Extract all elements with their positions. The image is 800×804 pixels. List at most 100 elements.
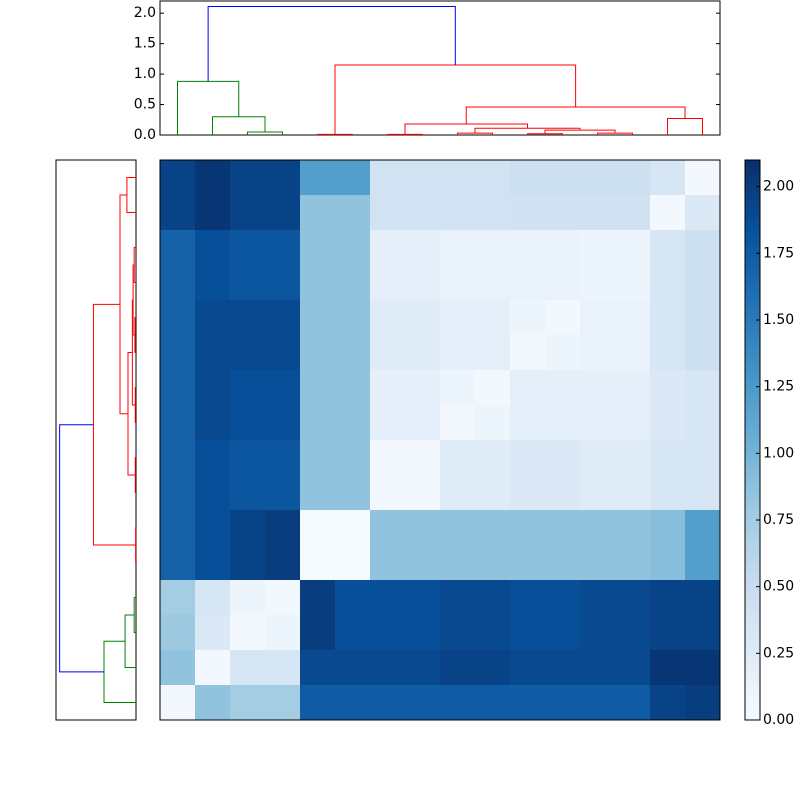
heatmap-cell bbox=[475, 160, 511, 196]
heatmap-cell bbox=[405, 510, 441, 546]
heatmap-cell bbox=[405, 615, 441, 651]
heatmap-cell bbox=[545, 370, 581, 406]
dendrogram-link bbox=[475, 128, 580, 133]
heatmap-cell bbox=[160, 510, 196, 546]
heatmap-cell bbox=[615, 475, 651, 511]
heatmap-cell bbox=[160, 195, 196, 231]
heatmap-cell bbox=[370, 580, 406, 616]
heatmap-cell bbox=[195, 545, 231, 581]
heatmap-cell bbox=[545, 405, 581, 441]
heatmap-cell bbox=[230, 650, 266, 686]
dendrogram-link bbox=[104, 641, 136, 702]
heatmap-cell bbox=[230, 405, 266, 441]
heatmap-cell bbox=[685, 580, 721, 616]
heatmap-cell bbox=[440, 510, 476, 546]
heatmap-cell bbox=[195, 580, 231, 616]
dendrogram-link bbox=[60, 425, 104, 672]
heatmap-cell bbox=[440, 230, 476, 266]
heatmap-cell bbox=[370, 265, 406, 301]
heatmap-cell bbox=[650, 545, 686, 581]
heatmap-cell bbox=[230, 475, 266, 511]
heatmap-cell bbox=[160, 265, 196, 301]
heatmap-cell bbox=[405, 545, 441, 581]
heatmap-cell bbox=[440, 615, 476, 651]
heatmap-cell bbox=[160, 475, 196, 511]
heatmap-cell bbox=[265, 440, 301, 476]
heatmap-cell bbox=[405, 230, 441, 266]
heatmap-cell bbox=[265, 265, 301, 301]
heatmap-cell bbox=[405, 370, 441, 406]
colorbar-tick-label: 1.50 bbox=[763, 312, 794, 328]
colorbar bbox=[745, 160, 760, 720]
left-dendrogram-frame bbox=[56, 160, 136, 720]
heatmap-cell bbox=[545, 230, 581, 266]
heatmap-cell bbox=[230, 265, 266, 301]
colorbar-tick-label: 0.25 bbox=[763, 645, 794, 661]
heatmap-cell bbox=[335, 615, 371, 651]
heatmap-cell bbox=[580, 650, 616, 686]
dendrogram-link bbox=[466, 107, 685, 124]
heatmap-cell bbox=[685, 160, 721, 196]
heatmap-cell bbox=[195, 230, 231, 266]
heatmap-cell bbox=[650, 615, 686, 651]
heatmap-cell bbox=[650, 650, 686, 686]
heatmap-cell bbox=[300, 650, 336, 686]
heatmap-cell bbox=[230, 195, 266, 231]
heatmap-cell bbox=[475, 230, 511, 266]
heatmap-cell bbox=[440, 265, 476, 301]
heatmap-cell bbox=[475, 195, 511, 231]
heatmap-cell bbox=[335, 545, 371, 581]
heatmap-cell bbox=[615, 405, 651, 441]
heatmap-cell bbox=[615, 615, 651, 651]
heatmap-cell bbox=[265, 475, 301, 511]
heatmap-cell bbox=[615, 160, 651, 196]
heatmap-cell bbox=[265, 545, 301, 581]
heatmap-cell bbox=[615, 440, 651, 476]
heatmap-cell bbox=[440, 440, 476, 476]
heatmap-cell bbox=[335, 300, 371, 336]
heatmap-cell bbox=[440, 300, 476, 336]
heatmap-cell bbox=[300, 160, 336, 196]
heatmap-cell bbox=[265, 300, 301, 336]
heatmap-cell bbox=[160, 405, 196, 441]
heatmap-cell bbox=[440, 685, 476, 721]
heatmap-cell bbox=[580, 335, 616, 371]
colorbar-tick-label: 1.75 bbox=[763, 245, 794, 261]
heatmap-cell bbox=[335, 440, 371, 476]
heatmap-cell bbox=[545, 545, 581, 581]
heatmap-cell bbox=[230, 335, 266, 371]
heatmap-cell bbox=[440, 405, 476, 441]
heatmap-cell bbox=[195, 475, 231, 511]
heatmap-cell bbox=[160, 370, 196, 406]
heatmap-cell bbox=[510, 230, 546, 266]
heatmap-cell bbox=[580, 685, 616, 721]
heatmap-cell bbox=[475, 300, 511, 336]
heatmap-cell bbox=[545, 195, 581, 231]
heatmap-cell bbox=[405, 300, 441, 336]
heatmap-cell bbox=[300, 195, 336, 231]
heatmap-cell bbox=[370, 160, 406, 196]
heatmap-cell bbox=[335, 160, 371, 196]
heatmap-cell bbox=[300, 510, 336, 546]
heatmap-cell bbox=[650, 335, 686, 371]
heatmap-cell bbox=[265, 510, 301, 546]
heatmap-cell bbox=[370, 510, 406, 546]
heatmap-cell bbox=[510, 510, 546, 546]
heatmap-cell bbox=[685, 475, 721, 511]
heatmap-cell bbox=[300, 405, 336, 441]
heatmap-cell bbox=[160, 300, 196, 336]
heatmap-cell bbox=[195, 685, 231, 721]
heatmap-cell bbox=[230, 580, 266, 616]
heatmap-cell bbox=[685, 510, 721, 546]
heatmap-cell bbox=[685, 685, 721, 721]
heatmap-cell bbox=[475, 405, 511, 441]
heatmap-cell bbox=[335, 475, 371, 511]
heatmap-cell bbox=[685, 300, 721, 336]
heatmap-cell bbox=[230, 440, 266, 476]
heatmap-cell bbox=[195, 160, 231, 196]
heatmap-cell bbox=[650, 405, 686, 441]
heatmap-cell bbox=[265, 580, 301, 616]
heatmap-cell bbox=[615, 195, 651, 231]
heatmap-cell bbox=[580, 230, 616, 266]
heatmap-cell bbox=[160, 650, 196, 686]
